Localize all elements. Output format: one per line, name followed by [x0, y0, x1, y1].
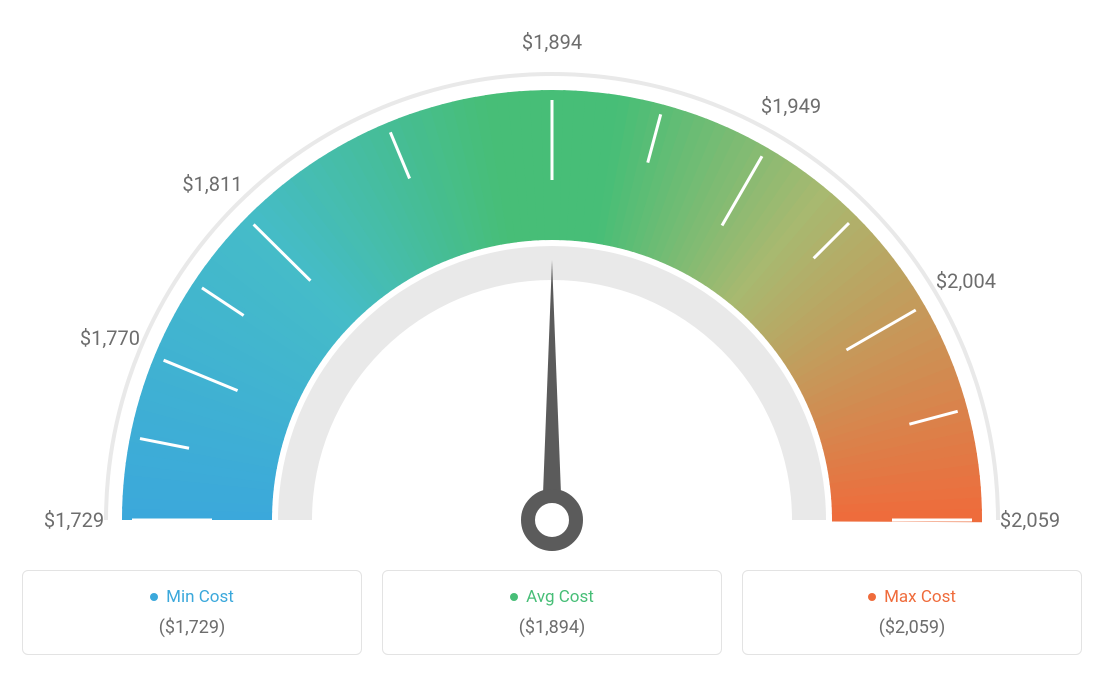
legend-value-min: ($1,729): [33, 617, 351, 638]
gauge-svg: [20, 20, 1084, 560]
gauge-tick-label: $1,949: [761, 94, 821, 118]
gauge-tick-label: $1,770: [80, 326, 140, 350]
chart-container: $1,729 $1,770 $1,811 $1,894 $1,949 $2,004 $2,0…: [20, 20, 1084, 655]
legend-dot-avg: [510, 593, 518, 601]
legend-label-min: Min Cost: [33, 587, 351, 607]
legend-label-min-text: Min Cost: [166, 587, 234, 607]
gauge-chart: $1,729 $1,770 $1,811 $1,894 $1,949 $2,004 $2,0…: [20, 20, 1084, 560]
gauge-tick-label: $1,894: [522, 30, 582, 54]
legend-value-avg: ($1,894): [393, 617, 711, 638]
gauge-tick-label: $2,059: [1000, 508, 1060, 532]
legend-value-max: ($2,059): [753, 617, 1071, 638]
legend-label-max-text: Max Cost: [884, 587, 956, 607]
gauge-tick-label: $1,811: [182, 172, 242, 196]
legend-row: Min Cost ($1,729) Avg Cost ($1,894) Max …: [20, 570, 1084, 655]
legend-card-avg: Avg Cost ($1,894): [382, 570, 722, 655]
gauge-tick-label: $2,004: [936, 269, 996, 293]
legend-card-max: Max Cost ($2,059): [742, 570, 1082, 655]
legend-card-min: Min Cost ($1,729): [22, 570, 362, 655]
legend-label-avg-text: Avg Cost: [526, 587, 594, 607]
gauge-tick-label: $1,729: [44, 508, 104, 532]
legend-dot-max: [868, 593, 876, 601]
legend-dot-min: [150, 593, 158, 601]
legend-label-max: Max Cost: [753, 587, 1071, 607]
legend-label-avg: Avg Cost: [393, 587, 711, 607]
